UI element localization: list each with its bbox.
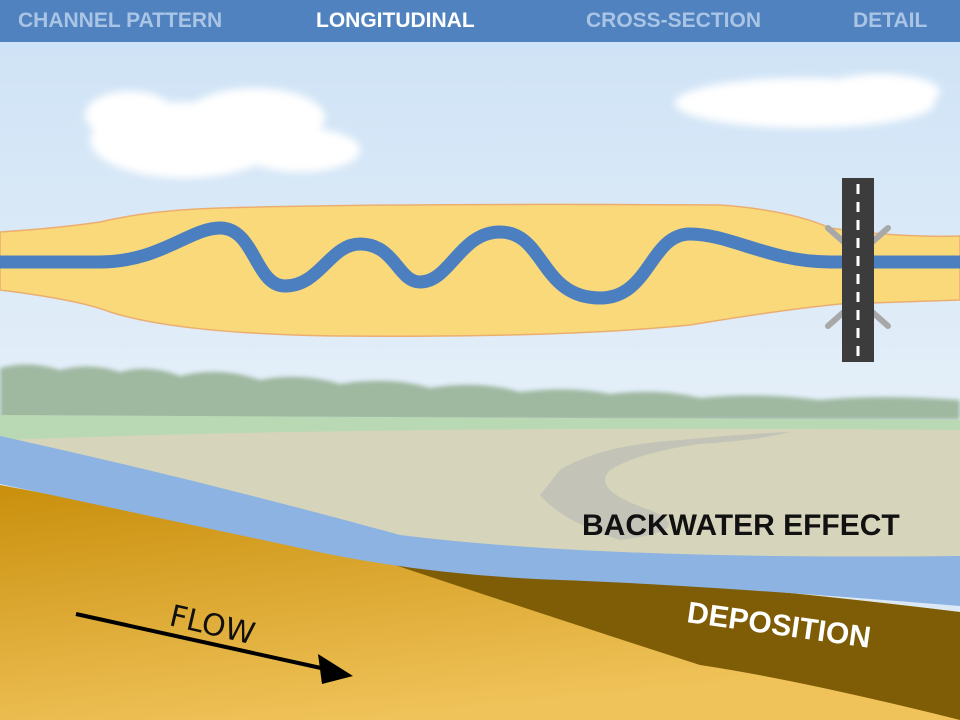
backwater-water-profile — [0, 436, 960, 606]
plan-channel — [0, 221, 960, 305]
top-navigation: CHANNEL PATTERN LONGITUDINAL CROSS-SECTI… — [0, 0, 960, 42]
tab-longitudinal[interactable]: LONGITUDINAL — [316, 9, 475, 32]
cloud-icon — [675, 74, 940, 128]
tab-channel-pattern[interactable]: CHANNEL PATTERN — [18, 9, 223, 32]
cloud-icon — [85, 88, 360, 178]
tree-line — [0, 364, 960, 420]
bridge-icon — [825, 178, 891, 362]
meander-channel-background — [540, 432, 790, 540]
deposition-wedge — [380, 560, 960, 720]
backwater-effect-label: BACKWATER EFFECT — [582, 509, 900, 542]
floodplain-landscape — [0, 428, 960, 560]
tab-cross-section[interactable]: CROSS-SECTION — [586, 9, 762, 32]
tab-detail[interactable]: DETAIL — [853, 9, 928, 32]
flow-arrow-icon — [75, 612, 353, 684]
